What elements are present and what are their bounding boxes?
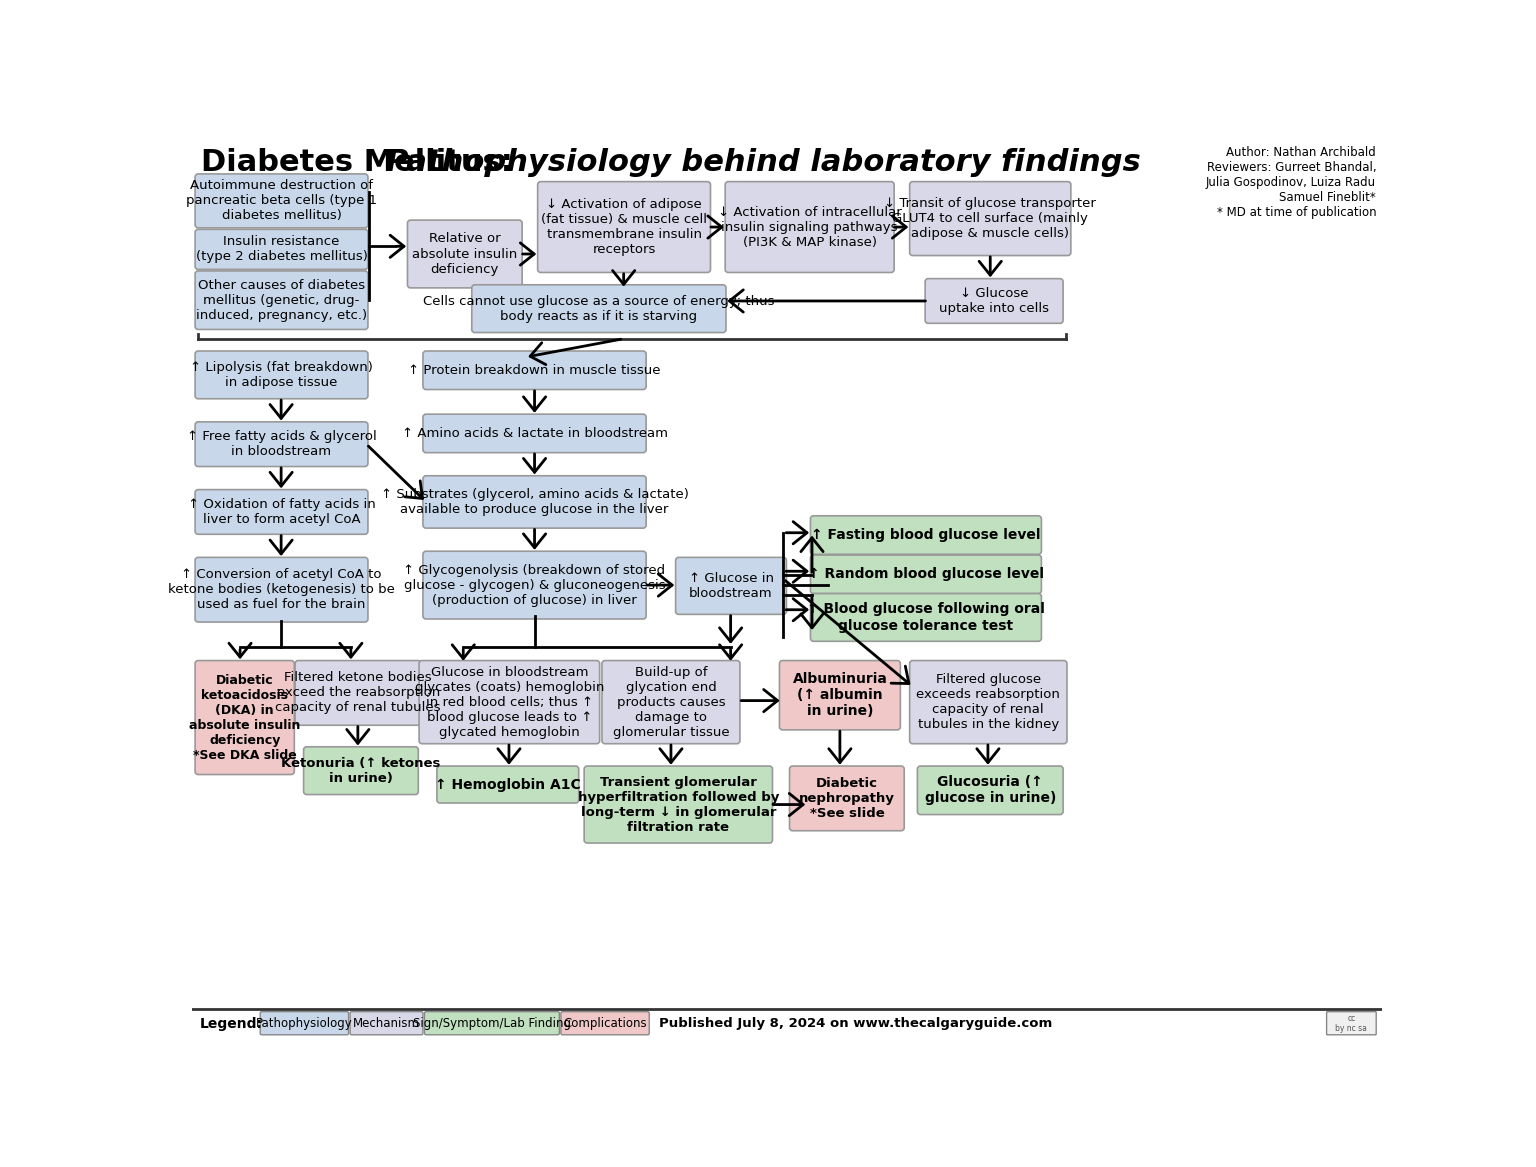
FancyBboxPatch shape	[538, 182, 711, 272]
Text: Pathophysiology: Pathophysiology	[257, 1016, 353, 1029]
FancyBboxPatch shape	[195, 271, 369, 329]
Text: Build-up of
glycation end
products causes
damage to
glomerular tissue: Build-up of glycation end products cause…	[613, 665, 730, 739]
Text: ↓ Glucose
uptake into cells: ↓ Glucose uptake into cells	[938, 287, 1049, 315]
FancyBboxPatch shape	[195, 230, 369, 270]
Text: ↑ Random blood glucose level: ↑ Random blood glucose level	[808, 567, 1044, 581]
FancyBboxPatch shape	[602, 661, 740, 743]
FancyBboxPatch shape	[725, 182, 894, 272]
Text: ↓ Activation of adipose
(fat tissue) & muscle cell
transmembrane insulin
recepto: ↓ Activation of adipose (fat tissue) & m…	[541, 198, 707, 256]
Text: Other causes of diabetes
mellitus (genetic, drug-
induced, pregnancy, etc.): Other causes of diabetes mellitus (genet…	[197, 279, 367, 322]
FancyBboxPatch shape	[779, 661, 900, 729]
FancyBboxPatch shape	[811, 594, 1041, 642]
Text: Autoimmune destruction of
pancreatic beta cells (type 1
diabetes mellitus): Autoimmune destruction of pancreatic bet…	[186, 180, 376, 223]
Text: Published July 8, 2024 on www.thecalgaryguide.com: Published July 8, 2024 on www.thecalgary…	[659, 1018, 1052, 1030]
Text: ↓ Transit of glucose transporter
GLUT4 to cell surface (mainly
adipose & muscle : ↓ Transit of glucose transporter GLUT4 t…	[885, 197, 1097, 240]
FancyBboxPatch shape	[195, 351, 369, 399]
Text: ↑ Protein breakdown in muscle tissue: ↑ Protein breakdown in muscle tissue	[409, 364, 660, 377]
FancyBboxPatch shape	[472, 285, 727, 333]
FancyBboxPatch shape	[676, 558, 786, 614]
FancyBboxPatch shape	[419, 661, 599, 743]
Text: Diabetic
nephropathy
*See slide: Diabetic nephropathy *See slide	[799, 777, 895, 820]
Text: ↑ Conversion of acetyl CoA to
ketone bodies (ketogenesis) to be
used as fuel for: ↑ Conversion of acetyl CoA to ketone bod…	[167, 568, 395, 612]
Text: Author: Nathan Archibald
Reviewers: Gurreet Bhandal,
Julia Gospodinov, Luiza Rad: Author: Nathan Archibald Reviewers: Gurr…	[1206, 146, 1376, 219]
FancyBboxPatch shape	[917, 766, 1063, 815]
Text: Mechanism: Mechanism	[353, 1016, 419, 1029]
Text: Diabetes Mellitus:: Diabetes Mellitus:	[201, 148, 524, 176]
FancyBboxPatch shape	[909, 182, 1071, 256]
Text: ↑ Oxidation of fatty acids in
liver to form acetyl CoA: ↑ Oxidation of fatty acids in liver to f…	[187, 498, 375, 526]
Text: Albuminuria
(↑ albumin
in urine): Albuminuria (↑ albumin in urine)	[793, 672, 888, 719]
FancyBboxPatch shape	[790, 766, 905, 831]
Text: Glucose in bloodstream
glycates (coats) hemoglobin
in red blood cells; thus ↑
bl: Glucose in bloodstream glycates (coats) …	[415, 665, 604, 739]
Text: Ketonuria (↑ ketones
in urine): Ketonuria (↑ ketones in urine)	[281, 756, 441, 784]
FancyBboxPatch shape	[195, 558, 369, 622]
FancyBboxPatch shape	[350, 1012, 422, 1035]
Text: ↑ Free fatty acids & glycerol
in bloodstream: ↑ Free fatty acids & glycerol in bloodst…	[187, 431, 376, 459]
Text: Filtered ketone bodies
exceed the reabsorption
capacity of renal tubules: Filtered ketone bodies exceed the reabso…	[275, 671, 441, 714]
FancyBboxPatch shape	[436, 766, 579, 803]
Text: Relative or
absolute insulin
deficiency: Relative or absolute insulin deficiency	[412, 232, 518, 275]
FancyBboxPatch shape	[561, 1012, 650, 1035]
FancyBboxPatch shape	[811, 555, 1041, 594]
FancyBboxPatch shape	[407, 221, 522, 288]
Text: ↑ Substrates (glycerol, amino acids & lactate)
available to produce glucose in t: ↑ Substrates (glycerol, amino acids & la…	[381, 488, 688, 516]
Text: Filtered glucose
exceeds reabsorption
capacity of renal
tubules in the kidney: Filtered glucose exceeds reabsorption ca…	[917, 673, 1060, 732]
FancyBboxPatch shape	[1327, 1012, 1376, 1035]
FancyBboxPatch shape	[584, 766, 773, 843]
FancyBboxPatch shape	[422, 351, 647, 390]
Text: ↑ Hemoglobin A1C: ↑ Hemoglobin A1C	[435, 777, 581, 791]
FancyBboxPatch shape	[909, 661, 1068, 743]
Text: Sign/Symptom/Lab Finding: Sign/Symptom/Lab Finding	[413, 1016, 571, 1029]
FancyBboxPatch shape	[424, 1012, 559, 1035]
FancyBboxPatch shape	[422, 476, 647, 529]
Text: Diabetic
ketoacidosis
(DKA) in
absolute insulin
deficiency
*See DKA slide: Diabetic ketoacidosis (DKA) in absolute …	[189, 673, 301, 762]
FancyBboxPatch shape	[422, 414, 647, 453]
Text: Legend:: Legend:	[200, 1016, 263, 1030]
FancyBboxPatch shape	[195, 174, 369, 228]
FancyBboxPatch shape	[422, 551, 647, 619]
Text: Insulin resistance
(type 2 diabetes mellitus): Insulin resistance (type 2 diabetes mell…	[195, 236, 367, 264]
FancyBboxPatch shape	[295, 661, 421, 725]
Text: cc
by nc sa: cc by nc sa	[1335, 1013, 1367, 1033]
FancyBboxPatch shape	[195, 490, 369, 534]
Text: Cells cannot use glucose as a source of energy; thus
body reacts as if it is sta: Cells cannot use glucose as a source of …	[422, 295, 774, 322]
Text: ↑ Amino acids & lactate in bloodstream: ↑ Amino acids & lactate in bloodstream	[401, 427, 668, 440]
Text: ↑ Fasting blood glucose level: ↑ Fasting blood glucose level	[811, 527, 1041, 541]
Text: Complications: Complications	[564, 1016, 647, 1029]
Text: Transient glomerular
hyperfiltration followed by
long-term ↓ in glomerular
filtr: Transient glomerular hyperfiltration fol…	[578, 776, 779, 833]
Text: ↑ Glucose in
bloodstream: ↑ Glucose in bloodstream	[688, 572, 774, 600]
Text: ↑ Glycogenolysis (breakdown of stored
glucose - glycogen) & gluconeogenesis
(pro: ↑ Glycogenolysis (breakdown of stored gl…	[404, 564, 665, 607]
Text: ↓ Activation of intracellular
insulin signaling pathways
(PI3K & MAP kinase): ↓ Activation of intracellular insulin si…	[717, 205, 902, 249]
FancyBboxPatch shape	[925, 279, 1063, 323]
Text: Glucosuria (↑
glucose in urine): Glucosuria (↑ glucose in urine)	[925, 775, 1055, 805]
FancyBboxPatch shape	[195, 661, 295, 775]
Text: Pathophysiology behind laboratory findings: Pathophysiology behind laboratory findin…	[386, 148, 1141, 176]
Text: ↑ Lipolysis (fat breakdown)
in adipose tissue: ↑ Lipolysis (fat breakdown) in adipose t…	[190, 361, 373, 389]
Text: ↑ Blood glucose following oral
glucose tolerance test: ↑ Blood glucose following oral glucose t…	[806, 602, 1044, 633]
FancyBboxPatch shape	[304, 747, 418, 795]
FancyBboxPatch shape	[195, 421, 369, 467]
FancyBboxPatch shape	[260, 1012, 349, 1035]
FancyBboxPatch shape	[811, 516, 1041, 554]
